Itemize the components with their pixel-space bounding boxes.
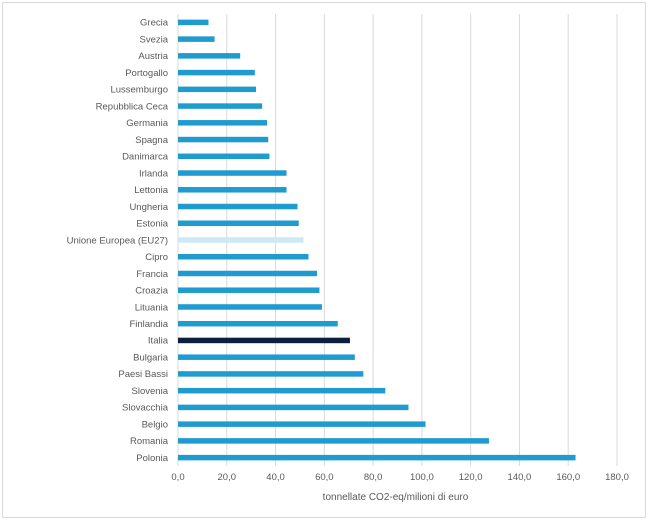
category-label: Irlanda xyxy=(139,168,169,179)
category-label: Belgio xyxy=(142,419,168,430)
category-label: Polonia xyxy=(136,453,168,464)
x-tick-label: 80,0 xyxy=(364,472,383,483)
x-tick-label: 0,0 xyxy=(171,472,184,483)
category-label: Slovacchia xyxy=(122,403,169,414)
bar xyxy=(178,170,287,176)
bar xyxy=(178,103,263,109)
bar xyxy=(178,86,257,93)
bar xyxy=(178,237,304,243)
bar xyxy=(178,371,364,377)
category-label: Austria xyxy=(138,51,168,62)
bar xyxy=(178,19,209,26)
category-label: Lussemburgo xyxy=(110,85,168,96)
bar xyxy=(178,53,241,59)
category-label: Croazia xyxy=(135,286,168,297)
bar xyxy=(178,153,270,160)
category-label: Spagna xyxy=(135,135,168,146)
category-label: Bulgaria xyxy=(133,352,169,363)
bar xyxy=(178,304,322,310)
category-label: Romania xyxy=(130,436,169,447)
category-label: Paesi Bassi xyxy=(118,369,168,380)
category-label: Estonia xyxy=(136,219,168,230)
bar xyxy=(178,203,298,210)
bar xyxy=(178,36,215,42)
x-axis-title: tonnellate CO2-eq/milioni di euro xyxy=(323,492,469,503)
bar xyxy=(178,187,287,193)
bar xyxy=(178,387,386,394)
category-label: Danimarca xyxy=(122,152,169,163)
bar xyxy=(178,270,318,277)
x-tick-label: 60,0 xyxy=(315,472,334,483)
x-tick-label: 40,0 xyxy=(266,472,285,483)
category-label: Portogallo xyxy=(125,68,168,79)
x-tick-label: 140,0 xyxy=(508,472,532,483)
category-label: Repubblica Ceca xyxy=(96,101,169,112)
category-label: Lituania xyxy=(135,302,169,313)
bar xyxy=(178,320,338,327)
category-label: Lettonia xyxy=(134,185,169,196)
bar xyxy=(178,253,309,260)
bar xyxy=(178,421,426,427)
bar xyxy=(178,220,299,227)
bar xyxy=(178,354,355,360)
category-label: Francia xyxy=(136,269,168,280)
bar xyxy=(178,404,409,411)
x-tick-label: 160,0 xyxy=(556,472,580,483)
category-label: Italia xyxy=(148,336,169,347)
bar xyxy=(178,454,576,461)
x-tick-labels: 0,0 20,0 40,0 60,0 80,0 100,0 120,0 140,0 160,0 1… xyxy=(171,472,629,483)
bar xyxy=(178,69,255,76)
x-tick-label: 120,0 xyxy=(459,472,483,483)
category-label: Finlandia xyxy=(129,319,168,330)
bars xyxy=(178,19,576,461)
category-label: Unione Europea (EU27) xyxy=(67,235,168,246)
bar xyxy=(178,438,489,444)
bar xyxy=(178,120,268,126)
category-label: Ungheria xyxy=(129,202,168,213)
category-labels: Grecia Svezia Austria Portogallo Lussemburgo… xyxy=(67,18,169,464)
bar xyxy=(178,287,320,293)
category-label: Cipro xyxy=(145,252,168,263)
x-tick-label: 20,0 xyxy=(218,472,237,483)
bar xyxy=(178,136,269,143)
category-label: Grecia xyxy=(140,18,169,29)
x-tick-label: 100,0 xyxy=(410,472,434,483)
category-label: Slovenia xyxy=(132,386,169,397)
category-label: Germania xyxy=(126,118,168,129)
category-label: Svezia xyxy=(139,34,168,45)
bar xyxy=(178,337,350,344)
x-tick-label: 180,0 xyxy=(605,472,629,483)
